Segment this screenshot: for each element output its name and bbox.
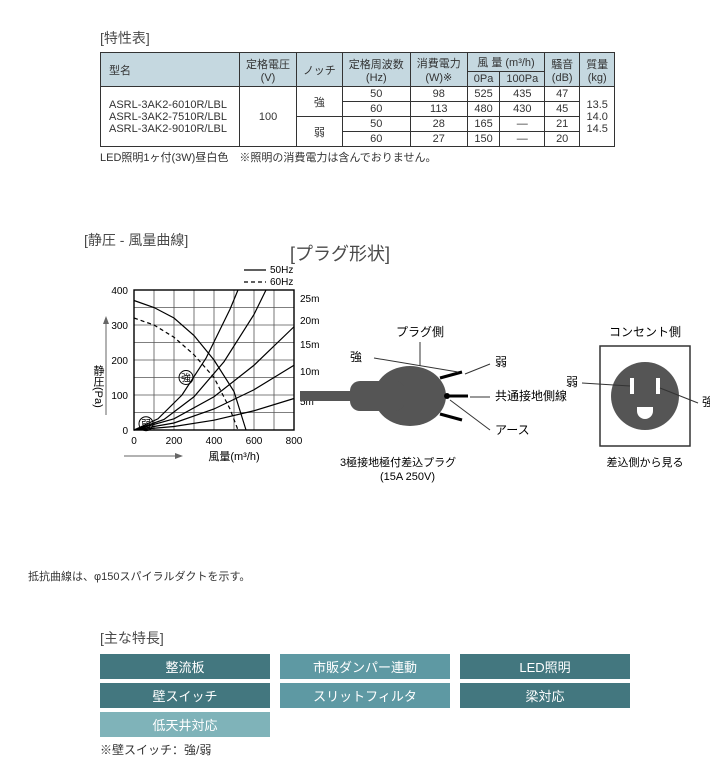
svg-text:弱: 弱 xyxy=(495,355,507,369)
th-100pa: 100Pa xyxy=(500,72,545,87)
spec-block: [特性表] 型名 定格電圧 (V) ノッチ 定格周波数 (Hz) 消費電力 (W… xyxy=(100,28,640,165)
td: 98 xyxy=(410,87,467,102)
td: 480 xyxy=(467,102,500,117)
mass-1: 14.0 xyxy=(586,111,608,123)
th-freq: 定格周波数 (Hz) xyxy=(342,53,410,87)
svg-text:静圧(Pa): 静圧(Pa) xyxy=(92,364,105,408)
chart-note: 抵抗曲線は、φ150スパイラルダクトを示す。 xyxy=(28,568,250,584)
plug-title: [プラグ形状] xyxy=(290,240,690,266)
td: 60 xyxy=(342,132,410,147)
model-1: ASRL-3AK2-7510R/LBL xyxy=(109,111,227,123)
svg-text:200: 200 xyxy=(166,436,183,447)
td: 435 xyxy=(500,87,545,102)
td: 45 xyxy=(545,102,580,117)
svg-text:600: 600 xyxy=(246,436,263,447)
svg-text:強: 強 xyxy=(350,350,362,364)
td: 150 xyxy=(467,132,500,147)
td: 430 xyxy=(500,102,545,117)
td-models: ASRL-3AK2-6010R/LBL ASRL-3AK2-7510R/LBL … xyxy=(101,87,240,147)
th-mass: 質量 (kg) xyxy=(580,53,615,87)
features-title: [主な特長] xyxy=(100,628,640,648)
svg-text:200: 200 xyxy=(111,356,128,367)
features-grid: 整流板市販ダンパー連動 LED照明壁スイッチスリットフィルタ梁対応低天井対応 xyxy=(100,654,640,737)
td: 525 xyxy=(467,87,500,102)
th-power-txt: 消費電力 (W)※ xyxy=(417,58,461,84)
feature-chip: 梁対応 xyxy=(460,683,630,708)
td-masses: 13.5 14.0 14.5 xyxy=(580,87,615,147)
td: 20 xyxy=(545,132,580,147)
svg-text:風量(m³/h): 風量(m³/h) xyxy=(208,450,259,463)
chart-block: [静圧 - 風量曲線] 0100200300400020040060080025… xyxy=(84,230,314,480)
plug-block: [プラグ形状] プラグ側強弱共通接地側線アース3極接地極付差込プラグ(15A 2… xyxy=(290,240,690,506)
th-notch: ノッチ xyxy=(297,53,343,87)
svg-text:0: 0 xyxy=(122,426,128,437)
th-voltage-txt: 定格電圧 (V) xyxy=(246,59,290,84)
td: 21 xyxy=(545,117,580,132)
spec-note: LED照明1ヶ付(3W)昼白色 ※照明の消費電力は含んでおりません。 xyxy=(100,149,640,165)
th-noise: 騒音 (dB) xyxy=(545,53,580,87)
svg-text:プラグ側: プラグ側 xyxy=(396,325,444,339)
feature-chip: 壁スイッチ xyxy=(100,683,270,708)
th-0pa: 0Pa xyxy=(467,72,500,87)
svg-text:強: 強 xyxy=(702,395,710,409)
svg-text:共通接地側線: 共通接地側線 xyxy=(495,388,567,403)
td: — xyxy=(500,117,545,132)
svg-text:強: 強 xyxy=(181,372,191,385)
td: 113 xyxy=(410,102,467,117)
td: 165 xyxy=(467,117,500,132)
th-noise-txt: 騒音 (dB) xyxy=(551,59,573,84)
svg-text:300: 300 xyxy=(111,321,128,332)
features-note: ※壁スイッチ：強/弱 xyxy=(100,741,640,758)
svg-text:100: 100 xyxy=(111,391,128,402)
plug-diagram: プラグ側強弱共通接地側線アース3極接地極付差込プラグ(15A 250V)コンセン… xyxy=(290,266,710,506)
mass-0: 13.5 xyxy=(586,99,608,111)
svg-text:弱: 弱 xyxy=(566,375,578,389)
svg-text:コンセント側: コンセント側 xyxy=(609,325,681,339)
th-airflow: 風 量 (m³/h) xyxy=(467,53,544,72)
feature-chip: LED照明 xyxy=(460,654,630,679)
td-notch-weak: 弱 xyxy=(297,117,343,147)
mass-2: 14.5 xyxy=(586,123,608,135)
feature-chip: 整流板 xyxy=(100,654,270,679)
svg-text:3極接地極付差込プラグ: 3極接地極付差込プラグ xyxy=(340,455,456,469)
svg-text:400: 400 xyxy=(111,286,128,297)
td: 50 xyxy=(342,117,410,132)
td: — xyxy=(500,132,545,147)
spec-table: 型名 定格電圧 (V) ノッチ 定格周波数 (Hz) 消費電力 (W)※ 風 量… xyxy=(100,52,615,147)
th-freq-txt: 定格周波数 (Hz) xyxy=(349,59,404,84)
svg-text:アース: アース xyxy=(495,423,530,437)
td-notch-strong: 強 xyxy=(297,87,343,117)
th-power: 消費電力 (W)※ xyxy=(410,53,467,87)
svg-text:(15A 250V): (15A 250V) xyxy=(380,471,435,483)
table-row: ASRL-3AK2-6010R/LBL ASRL-3AK2-7510R/LBL … xyxy=(101,87,615,102)
feature-chip: 低天井対応 xyxy=(100,712,270,737)
svg-text:400: 400 xyxy=(206,436,223,447)
th-mass-txt: 質量 (kg) xyxy=(586,59,608,84)
td: 60 xyxy=(342,102,410,117)
model-2: ASRL-3AK2-9010R/LBL xyxy=(109,123,227,135)
svg-text:0: 0 xyxy=(131,436,137,447)
th-voltage: 定格電圧 (V) xyxy=(240,53,297,87)
chart-title: [静圧 - 風量曲線] xyxy=(84,230,314,250)
features-block: [主な特長] 整流板市販ダンパー連動 LED照明壁スイッチスリットフィルタ梁対応低… xyxy=(100,628,640,758)
td: 27 xyxy=(410,132,467,147)
spec-title: [特性表] xyxy=(100,28,640,48)
td: 28 xyxy=(410,117,467,132)
td: 50 xyxy=(342,87,410,102)
feature-chip: スリットフィルタ xyxy=(280,683,450,708)
th-model: 型名 xyxy=(101,53,240,87)
td: 47 xyxy=(545,87,580,102)
svg-text:差込側から見る: 差込側から見る xyxy=(607,455,684,469)
svg-text:弱: 弱 xyxy=(141,419,151,431)
model-0: ASRL-3AK2-6010R/LBL xyxy=(109,99,227,111)
td-voltage: 100 xyxy=(240,87,297,147)
feature-chip: 市販ダンパー連動 xyxy=(280,654,450,679)
